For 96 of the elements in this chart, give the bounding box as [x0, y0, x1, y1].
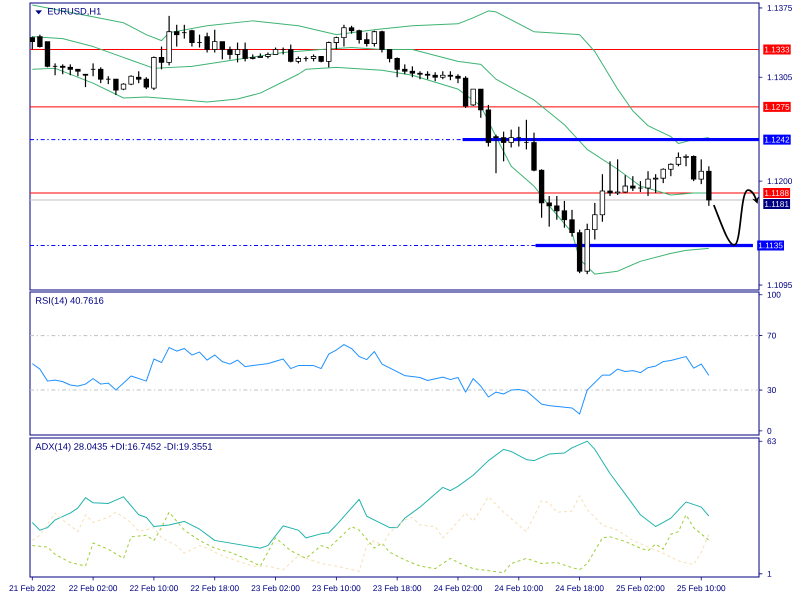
candlestick — [30, 36, 35, 50]
x-tick-label: 24 Feb 02:00 — [434, 585, 482, 592]
candlestick — [508, 129, 514, 148]
candlestick — [372, 30, 378, 48]
candlestick — [600, 174, 606, 222]
ref-line-label: 1.1275 — [764, 104, 790, 110]
candlestick — [128, 74, 134, 86]
candlestick — [144, 76, 149, 90]
candlestick — [410, 66, 416, 78]
line-series — [32, 344, 710, 415]
ref-line-label: 1.1181 — [764, 201, 789, 207]
candlestick — [638, 180, 644, 193]
x-tick-label: 22 Feb 10:00 — [130, 585, 178, 592]
candlestick — [379, 30, 385, 54]
candlestick — [524, 119, 530, 150]
x-tick-label: 24 Feb 10:00 — [494, 585, 543, 592]
candlestick — [668, 162, 674, 177]
line-series — [32, 512, 710, 574]
candlestick — [234, 42, 240, 63]
line-series — [32, 4, 710, 144]
y-tick-label: 100 — [768, 292, 781, 298]
chart-title: RSI(14) 40.7616 — [36, 296, 104, 306]
candlestick — [204, 32, 210, 54]
candlestick — [52, 62, 58, 76]
candlestick — [652, 174, 658, 194]
candlestick — [470, 88, 476, 107]
candlestick — [227, 46, 233, 60]
x-tick-label: 24 Feb 18:00 — [556, 585, 604, 592]
x-tick-label: 23 Feb 02:00 — [252, 585, 300, 592]
candlestick — [37, 34, 43, 48]
x-tick-label: 25 Feb 10:00 — [677, 585, 726, 592]
candlestick — [212, 29, 218, 54]
candlestick — [614, 158, 620, 196]
line-series — [32, 495, 710, 572]
annotation: 1.1135 — [758, 242, 783, 248]
candlestick — [364, 32, 370, 48]
candlestick — [478, 88, 484, 118]
candlestick — [90, 62, 96, 77]
y-tick-label: 1.1305 — [768, 74, 792, 80]
candlestick — [690, 154, 696, 182]
candlestick — [698, 158, 704, 185]
candlestick — [334, 36, 340, 50]
candlestick — [592, 202, 598, 240]
candlestick — [288, 44, 294, 63]
candlestick — [242, 42, 248, 62]
ref-line-label: 1.1188 — [764, 190, 789, 196]
candlestick — [394, 56, 400, 78]
candlestick — [189, 29, 195, 48]
y-tick-label: 1.1200 — [768, 178, 792, 184]
candlestick — [569, 209, 575, 238]
x-tick-label: 23 Feb 18:00 — [373, 585, 422, 592]
candlestick — [174, 24, 180, 48]
x-tick-label: 21 Feb 2022 — [9, 585, 56, 592]
candlestick — [68, 64, 73, 76]
candlestick — [182, 24, 187, 40]
y-tick-label: 1.1375 — [768, 5, 792, 11]
candlestick — [676, 152, 682, 167]
candlestick — [136, 70, 142, 84]
x-tick-label: 23 Feb 10:00 — [312, 585, 360, 592]
candlestick — [356, 29, 362, 44]
candlestick — [645, 170, 651, 197]
candlestick — [622, 174, 628, 194]
candlestick — [98, 66, 104, 84]
y-tick-label: 63 — [767, 438, 776, 444]
candlestick — [60, 64, 66, 75]
candlestick — [341, 24, 347, 48]
chart-title: ADX(14) 28.0435 +DI:16.7452 -DI:19.3551 — [35, 442, 212, 452]
candlestick — [326, 40, 332, 68]
candlestick — [554, 195, 560, 220]
annotation: 1.1242 — [764, 136, 790, 142]
line-series — [32, 66, 710, 275]
candlestick — [516, 126, 522, 148]
y-tick-label: 30 — [767, 387, 776, 393]
candlestick — [546, 195, 552, 228]
y-tick-label: 0 — [767, 428, 772, 434]
candlestick — [630, 176, 636, 192]
x-tick-label: 22 Feb 18:00 — [190, 585, 239, 592]
y-tick-label: 1.1095 — [768, 282, 792, 288]
candlestick — [158, 46, 164, 70]
candlestick — [402, 64, 408, 75]
ref-line-label: 1.1333 — [764, 46, 790, 52]
candlestick — [113, 78, 119, 96]
candlestick — [220, 40, 226, 60]
candlestick — [386, 48, 392, 63]
y-tick-label: 70 — [767, 332, 776, 339]
candlestick — [500, 131, 506, 162]
y-tick-label: 1 — [768, 570, 772, 577]
candlestick — [607, 160, 613, 197]
x-tick-label: 22 Feb 02:00 — [69, 585, 118, 592]
x-tick-label: 25 Feb 02:00 — [616, 585, 664, 592]
candlestick — [493, 134, 499, 174]
candlestick — [562, 200, 568, 228]
candlestick — [683, 154, 689, 167]
candlestick — [106, 76, 111, 85]
candlestick — [660, 168, 666, 184]
candlestick — [196, 34, 202, 48]
